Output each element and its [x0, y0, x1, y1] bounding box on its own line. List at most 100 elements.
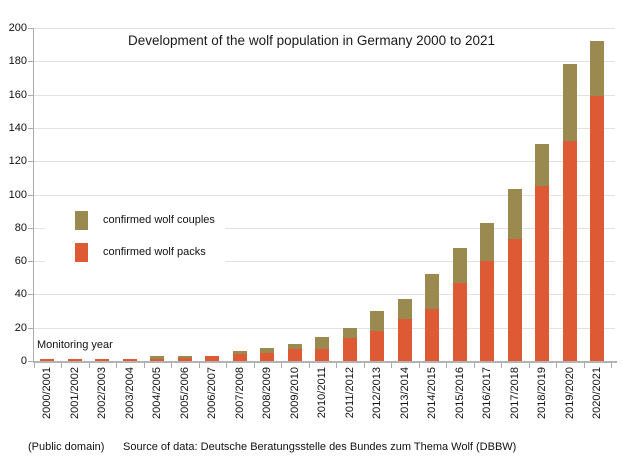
x-axis-tick-label: 2005/2006: [178, 367, 191, 419]
x-axis-tick: [336, 363, 337, 368]
x-axis-tick: [446, 363, 447, 368]
bar-segment-packs: [535, 186, 550, 361]
y-axis-tick-label: 180: [8, 55, 27, 68]
gridline: [33, 194, 615, 196]
x-axis-title: Monitoring year: [37, 339, 113, 351]
x-axis-tick: [556, 363, 557, 368]
x-axis-tick-label: 2019/2020: [563, 367, 576, 419]
bar-segment-packs: [397, 319, 412, 361]
gridline: [33, 327, 615, 329]
y-axis-tick: [28, 227, 33, 229]
x-axis-tick-label: 2009/2010: [288, 367, 301, 419]
bar-segment-couples: [562, 64, 577, 141]
x-axis-tick: [61, 363, 62, 368]
bar-segment-couples: [232, 351, 247, 354]
bar-segment-couples: [342, 328, 357, 338]
x-axis-tick: [116, 363, 117, 368]
x-axis-tick: [226, 363, 227, 368]
bar-segment-couples: [507, 189, 522, 239]
gridline: [33, 61, 615, 63]
footer-source: Source of data: Deutsche Beratungsstelle…: [123, 441, 517, 453]
y-axis-tick-label: 60: [14, 255, 27, 268]
bar-segment-packs: [260, 353, 275, 361]
x-axis-tick-label: 2017/2018: [508, 367, 521, 419]
gridline: [33, 127, 615, 129]
y-axis-line: [33, 28, 34, 363]
x-axis-tick-label: 2006/2007: [206, 367, 219, 419]
bar-segment-couples: [590, 41, 605, 96]
x-axis-tick: [281, 363, 282, 368]
legend-background: [45, 202, 225, 270]
footer-license: (Public domain): [28, 441, 105, 453]
bar-segment-couples: [535, 144, 550, 186]
y-axis-tick-label: 140: [8, 121, 27, 134]
gridline: [33, 227, 615, 229]
x-axis-tick-label: 2013/2014: [398, 367, 411, 419]
x-axis-tick-label: 2001/2002: [68, 367, 81, 419]
bar-segment-packs: [287, 349, 302, 361]
bar-segment-couples: [397, 299, 412, 319]
bar-segment-packs: [370, 331, 385, 361]
y-axis-tick-label: 20: [14, 321, 27, 334]
bar-segment-packs: [480, 261, 495, 361]
y-axis-tick-label: 100: [8, 188, 27, 201]
x-axis-tick: [611, 363, 612, 368]
gridline: [33, 161, 615, 163]
legend-label-packs: confirmed wolf packs: [103, 246, 206, 258]
bar-segment-packs: [95, 359, 110, 361]
bar-segment-packs: [122, 359, 137, 361]
x-axis-tick-label: 2008/2009: [261, 367, 274, 419]
y-axis-tick-label: 200: [8, 22, 27, 34]
legend-swatch-packs-icon: [75, 243, 88, 262]
x-axis-tick: [363, 363, 365, 368]
y-axis-tick: [28, 361, 33, 362]
bar-segment-couples: [177, 356, 192, 358]
x-axis-tick: [501, 363, 502, 368]
y-axis-tick-label: 40: [14, 288, 27, 301]
x-axis-tick: [308, 363, 310, 368]
bar-segment-packs: [150, 359, 165, 361]
x-axis-tick-label: 2015/2016: [453, 367, 466, 419]
x-axis-tick: [33, 363, 35, 368]
bar-segment-couples: [480, 223, 495, 261]
x-axis-tick-label: 2014/2015: [426, 367, 439, 419]
x-axis-tick-label: 2011/2012: [343, 367, 356, 419]
bar-segment-couples: [315, 337, 330, 349]
bar-segment-couples: [370, 311, 385, 331]
y-axis-tick-label: 80: [14, 221, 27, 234]
bar-segment-couples: [150, 356, 165, 359]
bar-segment-packs: [562, 141, 577, 361]
y-axis-tick-label: 0: [20, 355, 27, 367]
x-axis-tick: [253, 363, 255, 368]
bar-segment-packs: [315, 349, 330, 361]
x-axis-tick: [171, 363, 172, 368]
x-axis-tick-label: 2020/2021: [591, 367, 604, 419]
bar-segment-packs: [342, 338, 357, 361]
gridline: [33, 28, 615, 29]
y-axis-tick-label: 120: [8, 155, 27, 168]
bar-segment-packs: [232, 354, 247, 361]
y-axis-tick: [28, 28, 33, 29]
bar-segment-packs: [67, 359, 82, 361]
x-axis-tick-label: 2012/2013: [371, 367, 384, 419]
legend-swatch-couples-icon: [75, 211, 88, 230]
y-axis-tick: [28, 94, 33, 96]
x-axis-tick-label: 2010/2011: [316, 367, 329, 419]
bar-segment-packs: [590, 96, 605, 361]
gridline: [33, 94, 615, 96]
x-axis-tick: [198, 363, 200, 368]
bar-segment-packs: [507, 239, 522, 361]
x-axis-tick: [583, 363, 585, 368]
y-axis-tick: [28, 261, 33, 263]
bar-segment-packs: [205, 356, 220, 361]
bar-segment-packs: [177, 358, 192, 361]
bar-segment-couples: [452, 248, 467, 283]
bar-segment-couples: [287, 344, 302, 349]
y-axis-tick: [28, 127, 33, 129]
legend-label-couples: confirmed wolf couples: [103, 214, 215, 226]
x-axis-tick-label: 2016/2017: [481, 367, 494, 419]
x-axis-tick: [88, 363, 90, 368]
y-axis-tick: [28, 161, 33, 163]
x-axis-tick-label: 2018/2019: [536, 367, 549, 419]
